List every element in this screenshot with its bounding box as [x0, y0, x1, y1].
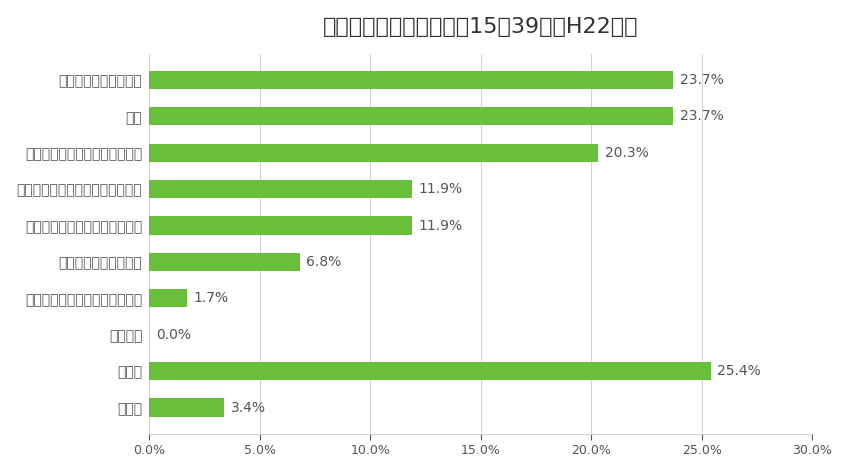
Text: 6.8%: 6.8% [306, 255, 341, 269]
Bar [149, 71, 673, 89]
Text: 23.7%: 23.7% [680, 109, 723, 123]
Bar [149, 180, 413, 198]
Bar [149, 253, 300, 271]
Bar [149, 362, 711, 380]
Bar [149, 107, 673, 126]
Text: 23.7%: 23.7% [680, 73, 723, 87]
Bar [149, 217, 413, 235]
Bar [149, 289, 187, 308]
Text: 11.9%: 11.9% [419, 219, 463, 233]
Bar [149, 399, 224, 417]
Title: 引きこもりのきっかけ・15〜39歳（H22年）: 引きこもりのきっかけ・15〜39歳（H22年） [323, 17, 638, 36]
Text: 11.9%: 11.9% [419, 182, 463, 196]
Text: 3.4%: 3.4% [231, 401, 266, 415]
Bar [149, 144, 598, 162]
Text: 20.3%: 20.3% [604, 146, 649, 160]
Text: 25.4%: 25.4% [717, 364, 761, 378]
Text: 1.7%: 1.7% [194, 292, 228, 305]
Text: 0.0%: 0.0% [156, 328, 191, 342]
